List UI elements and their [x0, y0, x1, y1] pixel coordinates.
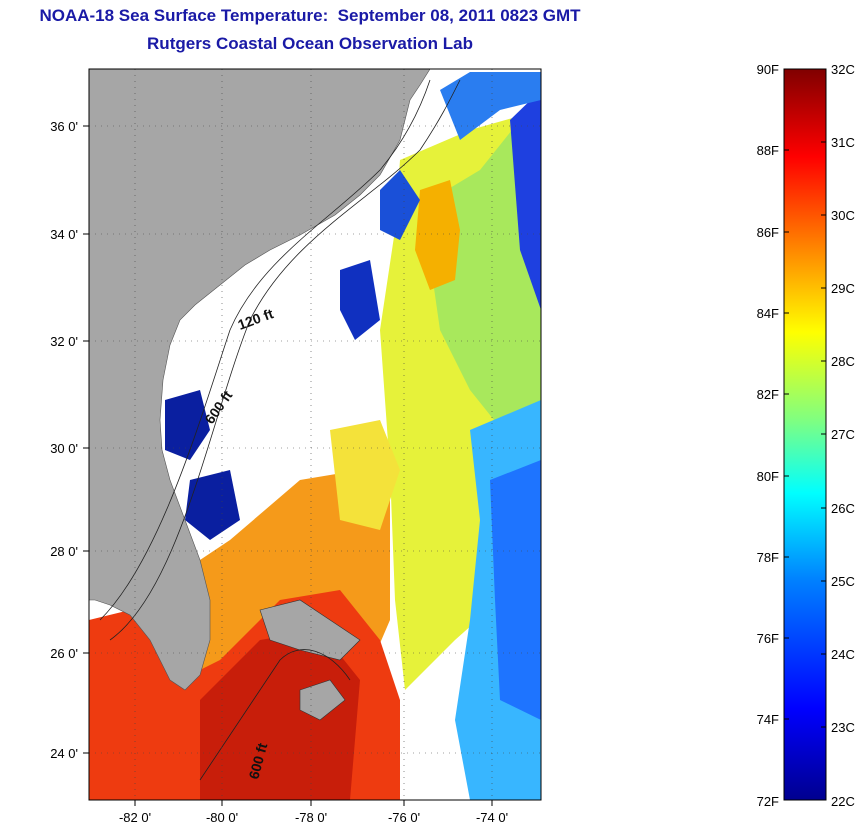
map-subtitle: Rutgers Coastal Ocean Observation Lab: [147, 34, 473, 53]
colorbar-c-label: 26C: [831, 501, 855, 516]
colorbar-f-label: 72F: [757, 794, 779, 809]
colorbar-f-label: 80F: [757, 469, 779, 484]
colorbar-c-label: 25C: [831, 574, 855, 589]
lat-tick-label: 30 0': [50, 441, 78, 456]
lat-tick-label: 28 0': [50, 544, 78, 559]
land-mass: [89, 69, 431, 691]
lat-axis-labels: 36 0' 34 0' 32 0' 30 0' 28 0' 26 0' 24 0…: [50, 119, 78, 761]
colorbar-fahrenheit-labels: 90F 88F 86F 84F 82F 80F 78F 76F 74F 72F: [757, 62, 779, 809]
colorbar-c-label: 31C: [831, 135, 855, 150]
lon-tick-label: -78 0': [295, 810, 327, 825]
colorbar-f-label: 90F: [757, 62, 779, 77]
colorbar-c-label: 32C: [831, 62, 855, 77]
colorbar: 90F 88F 86F 84F 82F 80F 78F 76F 74F 72F …: [757, 62, 855, 809]
colorbar-gradient: [783, 68, 827, 801]
colorbar-f-label: 78F: [757, 550, 779, 565]
map-area: 120 ft 600 ft 600 ft: [89, 69, 541, 800]
colorbar-f-label: 76F: [757, 631, 779, 646]
contour-120ft: [99, 79, 431, 621]
colorbar-f-label: 74F: [757, 712, 779, 727]
colorbar-c-label: 24C: [831, 647, 855, 662]
lat-tick-label: 24 0': [50, 746, 78, 761]
colorbar-f-label: 86F: [757, 225, 779, 240]
colorbar-c-label: 28C: [831, 354, 855, 369]
map-frame: [88, 68, 542, 801]
lon-tick-label: -82 0': [119, 810, 151, 825]
lon-tick-label: -80 0': [206, 810, 238, 825]
colorbar-celsius-labels: 32C 31C 30C 29C 28C 27C 26C 25C 24C 23C …: [831, 62, 855, 809]
lon-axis-labels: -82 0' -80 0' -78 0' -76 0' -74 0': [119, 810, 508, 825]
colorbar-c-label: 23C: [831, 720, 855, 735]
lat-tick-label: 34 0': [50, 227, 78, 242]
colorbar-c-label: 30C: [831, 208, 855, 223]
lat-tick-label: 32 0': [50, 334, 78, 349]
colorbar-f-label: 84F: [757, 306, 779, 321]
colorbar-f-label: 82F: [757, 387, 779, 402]
axis-ticks: [83, 125, 493, 806]
map-title: NOAA-18 Sea Surface Temperature: Septemb…: [39, 6, 581, 25]
contour-600ft: [109, 79, 461, 641]
colorbar-c-label: 29C: [831, 281, 855, 296]
colorbar-c-label: 27C: [831, 427, 855, 442]
lat-tick-label: 36 0': [50, 119, 78, 134]
colorbar-f-label: 88F: [757, 143, 779, 158]
colorbar-c-label: 22C: [831, 794, 855, 809]
lon-tick-label: -76 0': [388, 810, 420, 825]
lon-tick-label: -74 0': [476, 810, 508, 825]
lat-tick-label: 26 0': [50, 646, 78, 661]
